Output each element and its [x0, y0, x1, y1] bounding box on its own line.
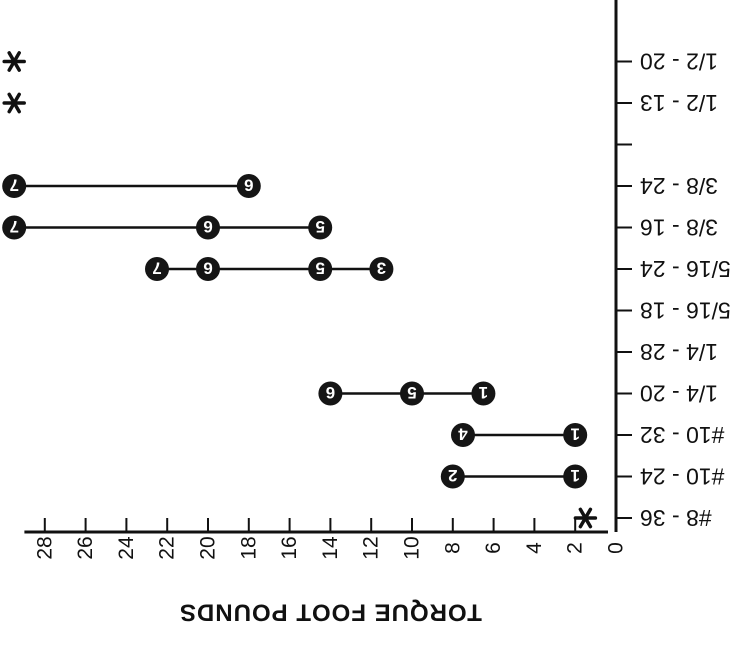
data-point-label: 6	[326, 383, 335, 402]
x-tick-label: 2	[564, 542, 587, 554]
x-tick-label: 26	[74, 536, 97, 559]
asterisk-marker	[2, 92, 26, 114]
data-point	[308, 215, 333, 240]
data-point-label: 2	[448, 466, 457, 485]
category-label: 3/8 - 24	[640, 173, 718, 199]
asterisk-marker	[2, 51, 26, 72]
data-point-label: 1	[479, 383, 488, 402]
category-label: 3/8 - 16	[640, 215, 718, 241]
data-point	[145, 257, 169, 281]
data-point	[236, 174, 261, 198]
data-point	[196, 215, 220, 240]
x-tick-label: 0	[605, 542, 628, 554]
data-point	[2, 215, 27, 240]
data-point	[308, 257, 333, 281]
data-point-label: 6	[244, 176, 253, 195]
data-point	[400, 381, 424, 406]
data-point-label: 5	[407, 383, 416, 402]
x-tick-label: 4	[523, 542, 546, 554]
data-point	[2, 174, 27, 198]
data-point-label: 1	[570, 425, 579, 444]
data-point-label: 7	[152, 259, 161, 278]
data-point-label: 7	[9, 176, 18, 195]
series-layer: 1 2 1 4 1 5 6 3 5 6 7 5 6 7 6 7	[2, 174, 588, 489]
data-point-label: 6	[203, 259, 212, 278]
x-tick-label: 24	[115, 536, 138, 560]
data-point-label: 3	[377, 259, 386, 278]
category-label: 5/16 - 18	[640, 298, 731, 324]
category-label: #8 - 36	[640, 505, 712, 531]
category-label: 5/16 - 24	[640, 256, 731, 282]
x-tick-label: 18	[237, 536, 260, 559]
marker-layer	[2, 51, 598, 529]
data-point-label: 6	[203, 217, 212, 236]
data-point	[318, 381, 343, 406]
x-tick-label: 22	[156, 536, 179, 559]
data-point-label: 1	[570, 466, 579, 485]
data-point-label: 5	[315, 259, 324, 278]
asterisk-marker	[573, 507, 598, 529]
data-point-label: 4	[458, 425, 468, 444]
data-point-label: 7	[9, 217, 18, 236]
data-point	[563, 423, 588, 447]
x-tick-label: 8	[441, 542, 464, 554]
data-point	[563, 464, 588, 489]
data-point	[440, 464, 465, 489]
data-point	[369, 257, 394, 281]
data-point	[196, 257, 220, 281]
data-point-label: 5	[315, 217, 324, 236]
category-label: #10 - 32	[640, 422, 724, 448]
data-point	[471, 381, 496, 406]
x-axis-title: TORQUE FOOT POUNDS	[179, 599, 482, 626]
x-tick-label: 16	[278, 536, 301, 559]
x-tick-label: 6	[482, 542, 505, 554]
data-point	[451, 423, 475, 447]
category-label: 1/4 - 20	[640, 381, 718, 407]
x-tick-label: 28	[33, 536, 56, 559]
x-tick-label: 10	[401, 536, 424, 559]
x-tick-label: 20	[197, 536, 220, 559]
x-tick-label: 14	[319, 536, 342, 560]
category-label: 1/4 - 28	[640, 339, 718, 365]
category-label: 1/2 - 13	[640, 90, 718, 116]
category-label: 1/2 - 20	[640, 49, 718, 75]
category-label: #10 - 24	[640, 464, 725, 490]
axes-layer	[24, 0, 632, 534]
x-tick-label: 12	[360, 536, 383, 559]
